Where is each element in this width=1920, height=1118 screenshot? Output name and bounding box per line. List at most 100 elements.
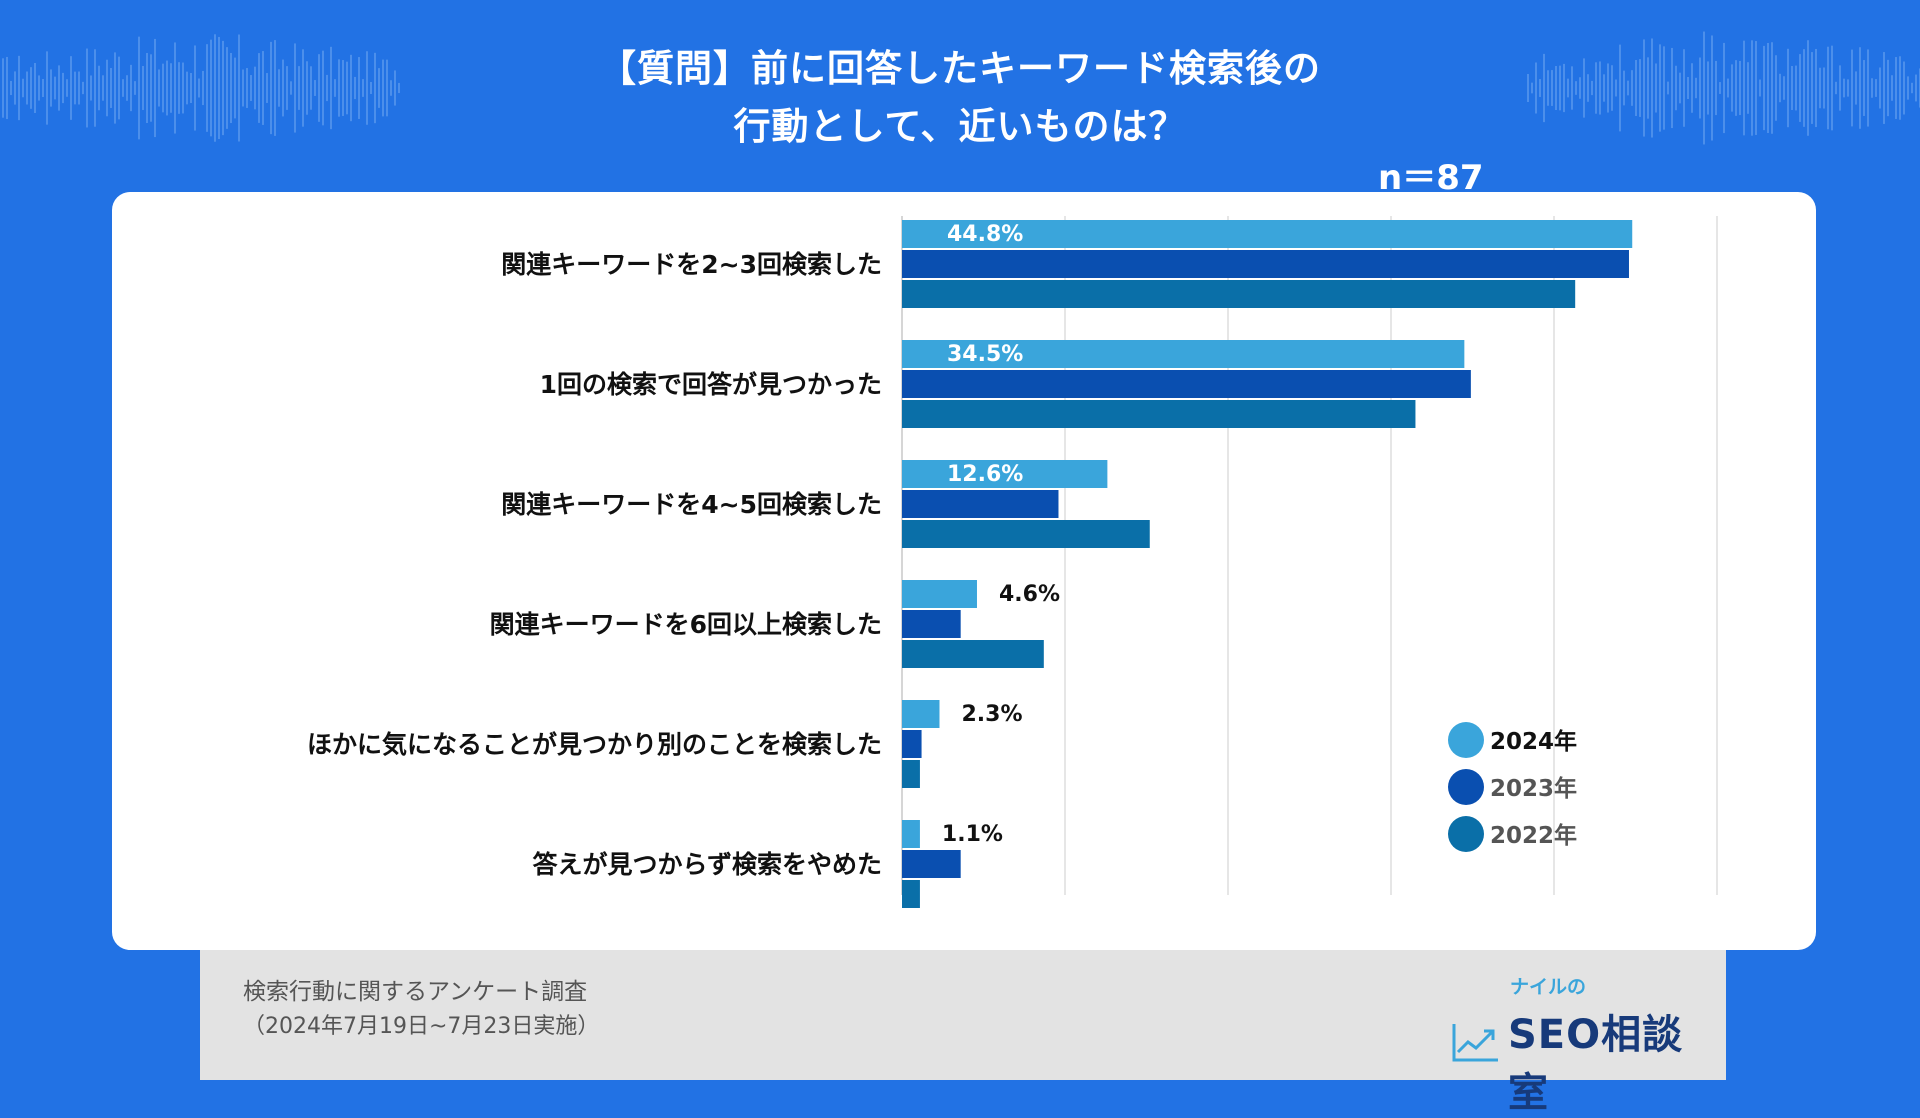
wave-bar xyxy=(1727,78,1729,98)
wave-bar xyxy=(130,64,132,112)
wave-bar xyxy=(1819,67,1821,109)
wave-bar xyxy=(66,79,68,97)
page-title-line2: 行動として、近いものは？ xyxy=(733,105,1187,148)
wave-bar xyxy=(1663,46,1665,130)
legend-swatch xyxy=(1448,816,1484,852)
wave-bar xyxy=(246,68,248,108)
wave-bar xyxy=(282,59,284,117)
wave-bar xyxy=(1703,31,1705,145)
wave-bar xyxy=(1659,44,1661,132)
logo-small-text: ナイルの xyxy=(1510,976,1587,998)
wave-bar xyxy=(1587,74,1589,102)
wave-bar xyxy=(1563,63,1565,113)
bar-2024年 xyxy=(902,820,920,848)
wave-bar xyxy=(1667,81,1669,95)
bar-2022年 xyxy=(902,400,1416,428)
wave-bar xyxy=(354,76,356,100)
wave-bar xyxy=(1903,61,1905,115)
wave-bar xyxy=(334,79,336,97)
data-label: 34.5% xyxy=(947,342,1023,367)
sound-wave-decoration-left xyxy=(2,34,400,142)
wave-bar xyxy=(62,72,64,104)
wave-bar xyxy=(202,70,204,106)
wave-bar xyxy=(1595,62,1597,114)
wave-bar xyxy=(190,72,192,104)
wave-bar xyxy=(1535,62,1537,114)
wave-bar xyxy=(170,63,172,113)
bar-2023年 xyxy=(902,850,961,878)
wave-bar xyxy=(366,51,368,125)
wave-bar xyxy=(1771,42,1773,134)
wave-bar xyxy=(1719,82,1721,94)
wave-bar xyxy=(122,79,124,97)
wave-bar xyxy=(106,59,108,117)
wave-bar xyxy=(70,56,72,120)
wave-bar xyxy=(98,65,100,111)
wave-bar xyxy=(58,65,60,111)
wave-bar xyxy=(162,63,164,113)
wave-bar xyxy=(314,80,316,96)
wave-bar xyxy=(374,52,376,124)
data-label: 12.6% xyxy=(947,462,1023,487)
wave-bar xyxy=(1635,60,1637,116)
wave-bar xyxy=(1855,71,1857,105)
category-label: 関連キーワードを4~5回検索した xyxy=(501,490,882,519)
wave-bar xyxy=(2,58,4,118)
wave-bar xyxy=(1599,61,1601,115)
category-label: 1回の検索で回答が見つかった xyxy=(540,370,882,399)
wave-bar xyxy=(1879,67,1881,109)
wave-bar xyxy=(326,74,328,102)
wave-bar xyxy=(158,69,160,107)
wave-bar xyxy=(1863,60,1865,116)
wave-bar xyxy=(1827,46,1829,130)
wave-bar xyxy=(194,45,196,131)
data-label: 2.3% xyxy=(961,702,1022,727)
wave-bar xyxy=(1715,60,1717,116)
wave-bar xyxy=(302,49,304,127)
wave-bar xyxy=(1551,70,1553,106)
legend-swatch xyxy=(1448,722,1484,758)
wave-bar xyxy=(14,71,16,105)
survey-period: （2024年7月19日~7月23日実施） xyxy=(243,1014,600,1039)
wave-bar xyxy=(26,71,28,105)
wave-bar xyxy=(1795,65,1797,111)
logo: ナイルの SEO相談室 xyxy=(1452,972,1692,1116)
page-title-line1: 【質問】前に回答したキーワード検索後の xyxy=(599,47,1321,90)
legend-label: 2022年 xyxy=(1490,822,1577,849)
bar-chart: 関連キーワードを2~3回検索した 44.8% 1回の検索で回答が見つかった 34.5%… xyxy=(307,216,1718,908)
wave-bar xyxy=(1759,79,1761,97)
wave-bar xyxy=(1527,73,1529,103)
wave-bar xyxy=(1539,79,1541,97)
wave-bar xyxy=(1887,59,1889,117)
wave-bar xyxy=(1695,77,1697,99)
wave-bar xyxy=(178,62,180,114)
footer: 検索行動に関するアンケート調査 （2024年7月19日~7月23日実施） ナイル… xyxy=(200,950,1726,1116)
wave-bar xyxy=(1679,72,1681,104)
wave-bar xyxy=(50,69,52,107)
wave-bar xyxy=(1823,67,1825,109)
bar-2022年 xyxy=(902,280,1576,308)
wave-bar xyxy=(1671,47,1673,129)
legend-swatch xyxy=(1448,769,1484,805)
wave-bar xyxy=(1675,65,1677,111)
chart-line-icon xyxy=(1452,1024,1498,1062)
wave-bar xyxy=(1867,49,1869,127)
wave-bar xyxy=(1531,82,1533,94)
data-label: 4.6% xyxy=(999,582,1060,607)
wave-bar xyxy=(114,52,116,124)
wave-bar xyxy=(290,81,292,95)
wave-bar xyxy=(1731,64,1733,112)
wave-bar xyxy=(38,75,40,101)
wave-bar xyxy=(386,59,388,117)
wave-bar xyxy=(1871,78,1873,98)
wave-bar xyxy=(1547,70,1549,106)
wave-bar xyxy=(294,43,296,133)
wave-bar xyxy=(1723,42,1725,134)
category-label: ほかに気になることが見つかり別のことを検索した xyxy=(307,730,882,759)
wave-bar xyxy=(146,52,148,124)
wave-bar xyxy=(1747,62,1749,114)
wave-bar xyxy=(1555,65,1557,111)
wave-bar xyxy=(118,56,120,120)
wave-bar xyxy=(358,57,360,119)
wave-bar xyxy=(322,50,324,126)
